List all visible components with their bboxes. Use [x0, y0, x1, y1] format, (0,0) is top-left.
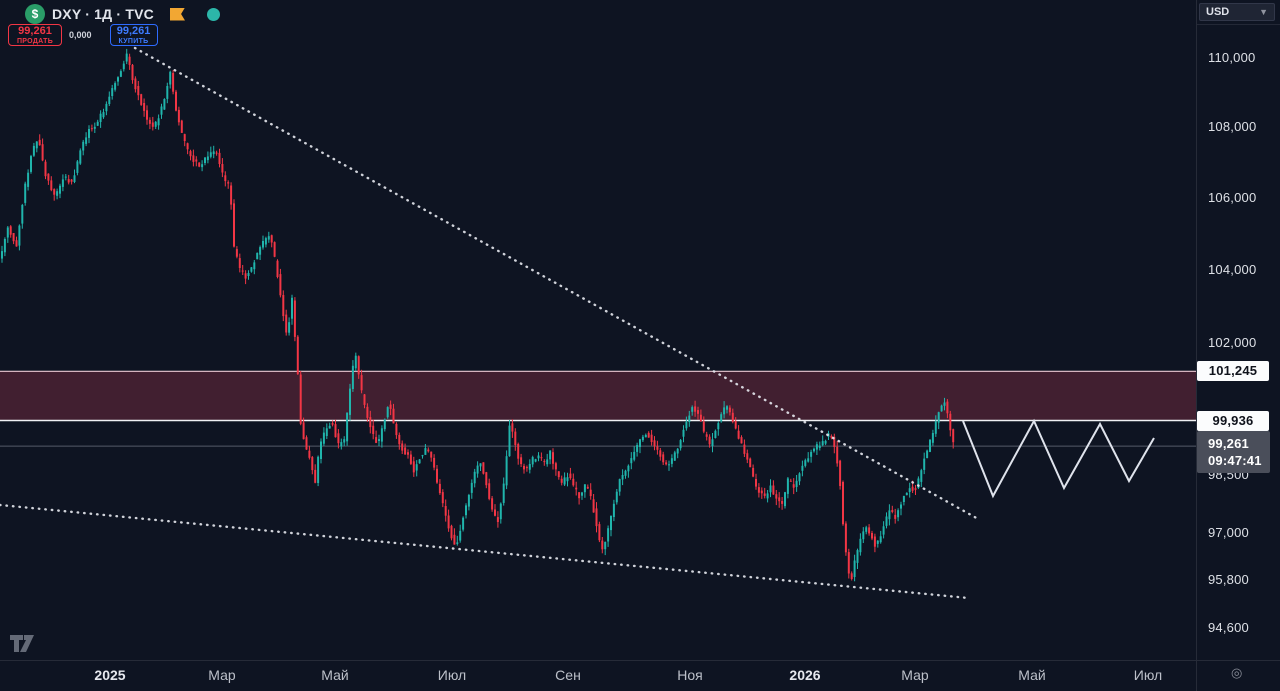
price-axis-tick: 102,000 [1208, 335, 1257, 351]
time-axis-tick: Май [1018, 667, 1046, 683]
time-axis-tick: Ноя [677, 667, 703, 683]
price-axis-tick: 106,000 [1208, 189, 1257, 205]
chart-pane[interactable]: $ DXY · 1Д · TVC 99,261 ПРОДАТЬ 0,000 99… [0, 0, 1196, 660]
symbol-logo-icon[interactable]: $ [25, 4, 45, 24]
axis-settings-icon[interactable]: ◎ [1231, 665, 1243, 680]
price-axis-tick: 110,000 [1208, 50, 1256, 65]
resistance-zone[interactable] [0, 371, 1196, 421]
candlestick-series [1, 48, 955, 582]
zone-bottom-price-label: 99,936 [1197, 410, 1269, 431]
axis-vertical-separator [1196, 0, 1197, 691]
last-price-countdown-label: 99,261 09:47:41 [1197, 431, 1270, 474]
axis-separator [1197, 24, 1280, 25]
time-axis-tick: Мар [208, 667, 236, 683]
buy-button[interactable]: 99,261 КУПИТЬ [109, 24, 158, 46]
price-axis[interactable]: USD ▼ 110,000 108,000 106,000 104,000 102,00… [1197, 0, 1280, 660]
currency-value: USD [1206, 6, 1230, 18]
sell-button[interactable]: 99,261 ПРОДАТЬ [8, 24, 62, 46]
price-axis-tick: 95,800 [1208, 572, 1249, 588]
time-axis-tick: Июл [1133, 667, 1163, 683]
time-axis-tick: Июл [437, 667, 467, 683]
zone-top-price-label: 101,245 [1197, 361, 1269, 382]
time-axis-tick: Сен [555, 667, 581, 683]
market-status-icon[interactable] [206, 7, 220, 21]
symbol-bar: $ DXY · 1Д · TVC [25, 4, 220, 24]
price-axis-tick: 104,000 [1208, 261, 1257, 277]
trendline-1[interactable] [133, 46, 982, 522]
time-axis-tick: Мар [901, 667, 929, 683]
currency-dropdown[interactable]: USD ▼ [1199, 3, 1275, 21]
trade-panel: 99,261 ПРОДАТЬ 0,000 99,261 КУПИТЬ [8, 24, 158, 46]
time-axis-tick: 2026 [789, 667, 821, 683]
countdown-timer: 09:47:41 [1208, 453, 1262, 469]
chevron-down-icon: ▼ [1259, 7, 1268, 17]
time-axis[interactable]: 2025 Мар Май Июл Сен Ноя 2026 Мар Май Июл [0, 661, 1196, 691]
candlestick-chart[interactable] [0, 0, 1196, 660]
price-axis-tick: 97,000 [1208, 525, 1249, 541]
axis-horizontal-separator [0, 660, 1280, 661]
last-price-value: 99,261 [1208, 436, 1249, 452]
spread-value: 0,000 [69, 30, 92, 40]
price-axis-tick: 108,000 [1208, 119, 1257, 135]
symbol-title[interactable]: DXY · 1Д · TVC [52, 6, 154, 22]
sell-label: ПРОДАТЬ [16, 37, 54, 45]
axis-corner: ◎ [1197, 661, 1280, 691]
flag-icon[interactable] [169, 7, 185, 21]
trendline-2[interactable] [0, 503, 970, 600]
buy-price: 99,261 [116, 24, 151, 37]
price-axis-tick: 94,600 [1208, 619, 1249, 635]
time-axis-tick: 2025 [94, 667, 126, 683]
zigzag-projection-drawing[interactable] [962, 418, 1155, 499]
sell-price: 99,261 [18, 24, 52, 37]
tradingview-logo[interactable] [8, 632, 36, 657]
buy-label: КУПИТЬ [118, 37, 149, 45]
time-axis-tick: Май [321, 667, 349, 683]
